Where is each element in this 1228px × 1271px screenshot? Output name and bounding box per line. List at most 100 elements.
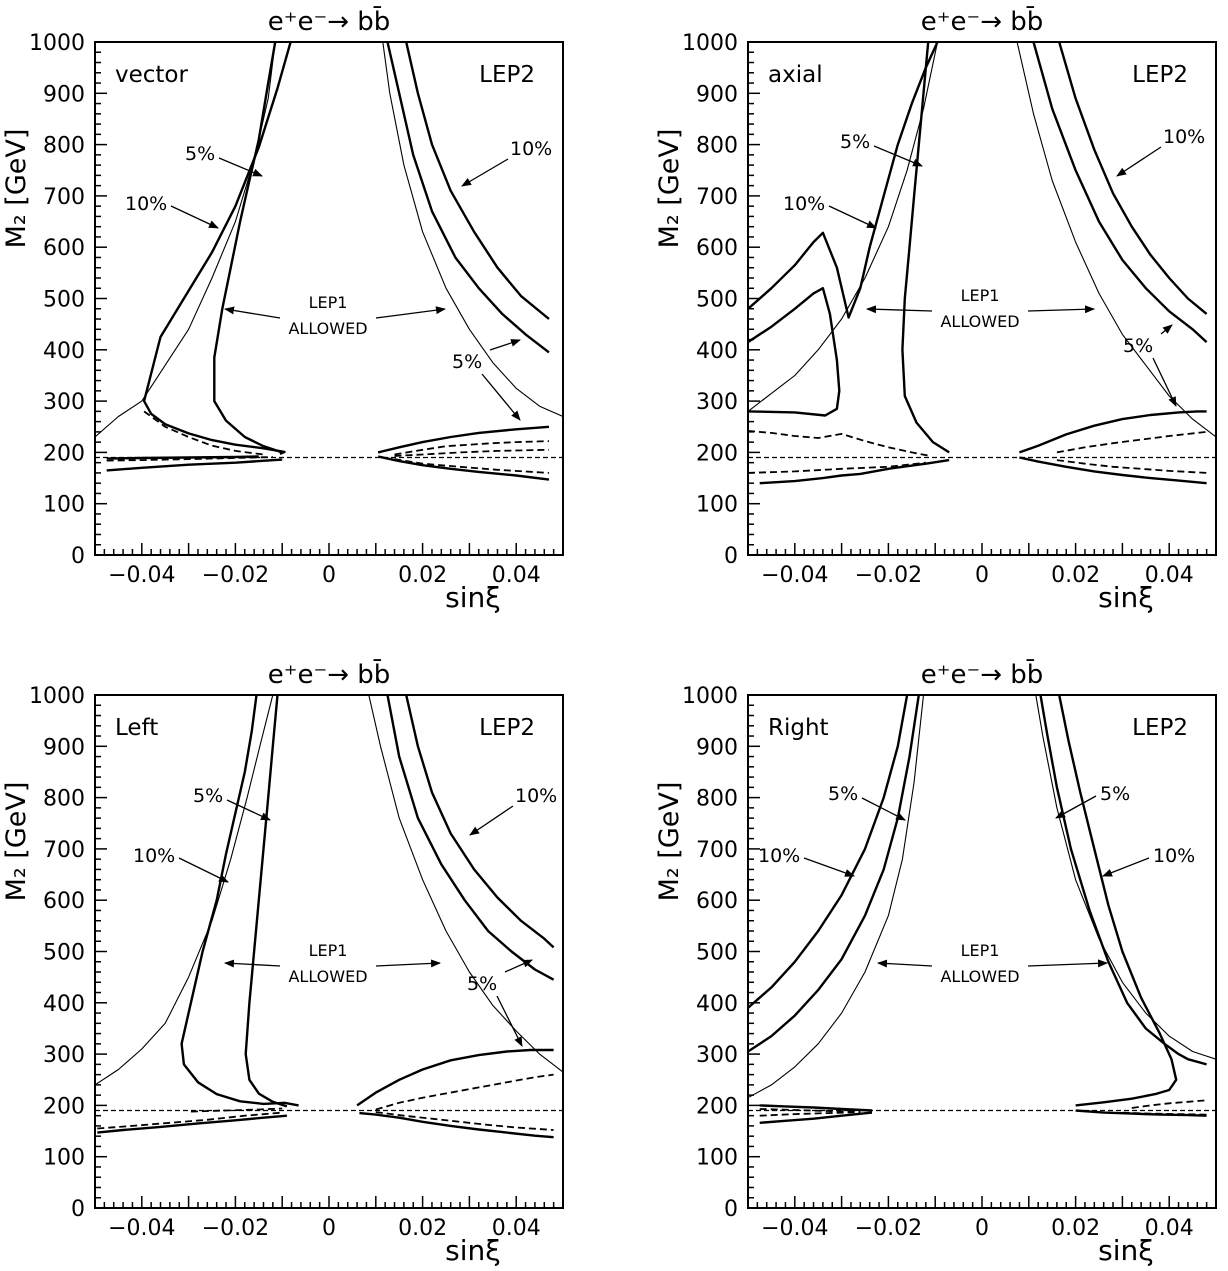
contour-dashed — [375, 1073, 554, 1111]
contour-thick — [759, 1111, 873, 1124]
annotation-arrow — [828, 205, 877, 229]
y-axis-label: M₂ [GeV] — [1, 782, 32, 902]
y-tick-label: 500 — [696, 941, 738, 966]
x-tick-label: 0.02 — [1051, 563, 1100, 588]
contour-thick — [748, 287, 841, 417]
lep2-label: LEP2 — [1132, 62, 1188, 88]
y-tick-label: 300 — [43, 390, 85, 415]
annotation-arrow — [1116, 146, 1162, 177]
allowed-label: ALLOWED — [940, 967, 1019, 986]
contour-dashed — [1056, 431, 1207, 454]
x-tick-label: 0.02 — [398, 563, 447, 588]
x-axis-label: sinξ — [1098, 581, 1154, 614]
annotation-arrow — [1027, 959, 1108, 968]
y-tick-label: 700 — [696, 838, 738, 863]
contour-dashed — [759, 1108, 861, 1113]
contour-thick — [1032, 42, 1208, 343]
contour-thin — [95, 695, 274, 1086]
contour-dashed — [1131, 1099, 1207, 1109]
annotation-arrow — [226, 799, 271, 821]
contour-dashed — [394, 458, 550, 474]
x-axis-label: sinξ — [445, 1234, 501, 1267]
annotation-right-10: 10% — [515, 785, 557, 807]
y-tick-label: 800 — [696, 787, 738, 812]
panel-title: e⁺e⁻→ bb̄ — [921, 5, 1044, 37]
x-tick-label: −0.04 — [108, 1216, 175, 1241]
allowed-label: ALLOWED — [940, 312, 1019, 331]
y-tick-label: 1000 — [682, 684, 738, 709]
contour-thin — [748, 695, 925, 1099]
x-tick-label: −0.02 — [202, 563, 269, 588]
panel-axial: 0 100 200 300 400 500 600 700 800 900 1000 −0.04 −0.… — [654, 5, 1217, 614]
y-tick-label: 700 — [43, 185, 85, 210]
y-tick-label: 500 — [696, 288, 738, 313]
panel-label: vector — [115, 62, 188, 88]
contour-thick — [1058, 695, 1178, 1107]
contour-thick — [1075, 1109, 1207, 1117]
annotation-right-5: 5% — [467, 973, 497, 995]
y-tick-label: 100 — [43, 1146, 85, 1171]
panel-title: e⁺e⁻→ bb̄ — [268, 658, 391, 690]
contour-thin — [1035, 695, 1216, 1060]
annotation-left-10: 10% — [758, 845, 800, 867]
y-axis-label: M₂ [GeV] — [1, 129, 32, 249]
y-tick-label: 1000 — [682, 31, 738, 56]
contour-thick — [244, 695, 288, 1108]
y-tick-label: 300 — [43, 1043, 85, 1068]
lep2-label: LEP2 — [479, 715, 535, 741]
lep1-label: LEP1 — [309, 293, 348, 312]
allowed-label: ALLOWED — [288, 967, 367, 986]
contour-thick — [759, 458, 950, 485]
y-tick-label: 600 — [43, 889, 85, 914]
y-tick-label: 800 — [43, 787, 85, 812]
annotation-arrow — [1027, 305, 1095, 314]
x-tick-label: −0.02 — [855, 1216, 922, 1241]
annotation-arrow — [375, 959, 441, 968]
contour-dashed — [106, 456, 273, 462]
annotation-right-10: 10% — [510, 138, 552, 160]
panel-title: e⁺e⁻→ bb̄ — [921, 658, 1044, 690]
x-tick-label: 0 — [322, 563, 336, 588]
annotation-right-10: 10% — [1153, 845, 1195, 867]
y-tick-label: 0 — [71, 544, 85, 569]
annotation-arrow — [877, 959, 933, 968]
y-tick-label: 0 — [71, 1197, 85, 1222]
y-tick-label: 800 — [696, 134, 738, 159]
y-tick-label: 200 — [696, 441, 738, 466]
annotation-arrow — [1152, 357, 1177, 407]
contour-thick — [377, 455, 550, 481]
annotation-arrow — [803, 857, 855, 877]
contour-thick — [1058, 42, 1208, 315]
contour-thick — [405, 42, 550, 320]
y-tick-label: 600 — [696, 889, 738, 914]
y-tick-label: 600 — [696, 236, 738, 261]
y-tick-label: 200 — [696, 1094, 738, 1119]
y-tick-label: 0 — [724, 544, 738, 569]
lep2-label: LEP2 — [1132, 715, 1188, 741]
annotation-arrow — [861, 797, 906, 821]
y-tick-label: 200 — [43, 1094, 85, 1119]
y-tick-label: 400 — [43, 992, 85, 1017]
contour-dashed — [190, 1107, 283, 1113]
contour-thick — [142, 42, 292, 456]
annotation-arrow — [461, 158, 509, 187]
y-tick-label: 500 — [43, 288, 85, 313]
lep1-label: LEP1 — [961, 286, 1000, 305]
annotation-arrow — [375, 306, 446, 319]
x-axis-label: sinξ — [445, 581, 501, 614]
annotation-left-5: 5% — [828, 783, 858, 805]
panel-left: 0 100 200 300 400 500 600 700 800 900 1000 −0.04 −0.… — [1, 658, 564, 1267]
contour-dashed — [1056, 459, 1207, 474]
contour-dashed — [143, 410, 264, 456]
y-tick-label: 900 — [43, 735, 85, 760]
y-tick-label: 400 — [696, 339, 738, 364]
contour-dashed — [748, 461, 926, 474]
y-tick-label: 600 — [43, 236, 85, 261]
annotation-arrow — [1160, 324, 1173, 335]
y-tick-label: 100 — [43, 493, 85, 518]
annotation-arrow — [1055, 795, 1097, 819]
panel-label: Right — [768, 715, 829, 741]
x-tick-label: 0 — [322, 1216, 336, 1241]
y-tick-label: 900 — [43, 82, 85, 107]
x-tick-label: 0.04 — [492, 563, 541, 588]
